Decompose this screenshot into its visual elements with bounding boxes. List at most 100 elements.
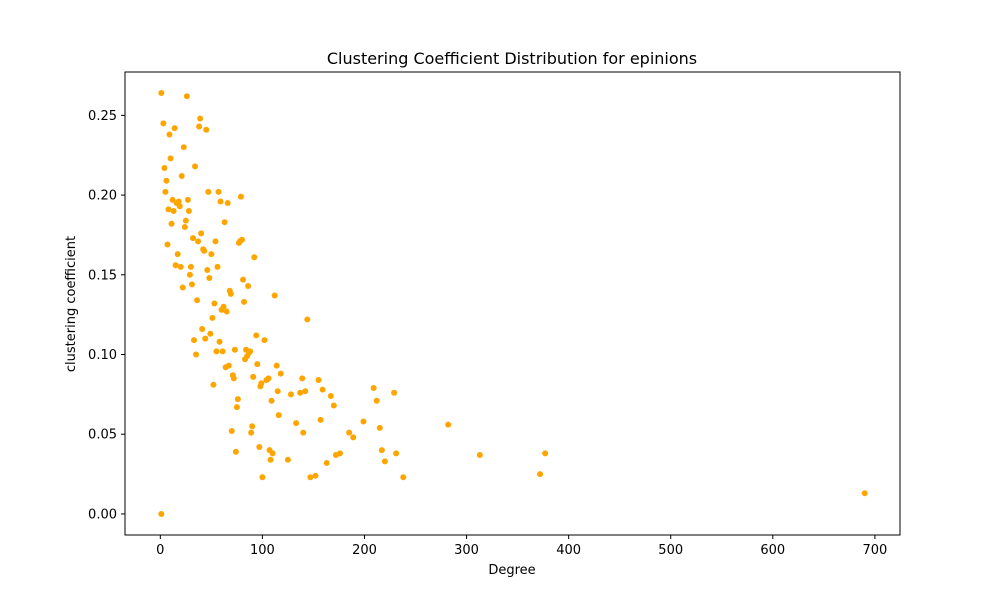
- data-point: [247, 348, 254, 355]
- data-point: [271, 292, 278, 299]
- data-point: [195, 238, 202, 245]
- data-point: [287, 391, 294, 398]
- data-point: [182, 217, 189, 224]
- data-point: [158, 510, 165, 517]
- data-point: [238, 236, 245, 243]
- data-point: [253, 332, 260, 339]
- data-point: [230, 375, 237, 382]
- y-tick-label: 0.10: [88, 348, 117, 363]
- data-point: [172, 262, 179, 269]
- data-point: [214, 263, 221, 270]
- plot-frame: [124, 71, 901, 536]
- y-tick-label: 0.05: [88, 428, 117, 443]
- data-point: [277, 370, 284, 377]
- x-axis: 0 100 200 300 400 500 600 700: [156, 535, 887, 558]
- data-point: [219, 348, 226, 355]
- data-point: [204, 267, 211, 274]
- y-axis: 0.00 0.05 0.10 0.15 0.20 0.25: [88, 109, 125, 522]
- data-point: [299, 375, 306, 382]
- data-point: [250, 373, 257, 380]
- y-tick-label: 0.25: [88, 109, 117, 124]
- data-point: [360, 418, 367, 425]
- data-point: [284, 456, 291, 463]
- x-tick-label: 600: [760, 543, 785, 558]
- data-point: [191, 337, 198, 344]
- data-point: [336, 450, 343, 457]
- data-point: [268, 397, 275, 404]
- data-point: [245, 282, 252, 289]
- data-point: [476, 451, 483, 458]
- data-point: [220, 303, 227, 310]
- data-point: [177, 263, 184, 270]
- data-point: [163, 177, 170, 184]
- data-point: [189, 235, 196, 242]
- data-point: [194, 297, 201, 304]
- data-point: [350, 434, 357, 441]
- data-point: [216, 338, 223, 345]
- data-point: [171, 125, 178, 132]
- data-point: [196, 123, 203, 130]
- data-point: [207, 330, 214, 337]
- data-point: [231, 346, 238, 353]
- data-point: [304, 316, 311, 323]
- data-point: [175, 198, 182, 205]
- y-tick-label: 0.15: [88, 268, 117, 283]
- data-point: [199, 326, 206, 333]
- data-point: [248, 429, 255, 436]
- data-point: [330, 402, 337, 409]
- data-point: [184, 196, 191, 203]
- data-point: [197, 115, 204, 122]
- data-point: [378, 447, 385, 454]
- data-point: [167, 155, 174, 162]
- data-point: [225, 362, 232, 369]
- data-point: [241, 298, 248, 305]
- data-point: [158, 90, 165, 97]
- data-point: [393, 450, 400, 457]
- x-tick-label: 100: [250, 543, 275, 558]
- data-point: [205, 188, 212, 195]
- data-point: [249, 423, 256, 430]
- data-point: [178, 172, 185, 179]
- data-point: [162, 188, 169, 195]
- data-point: [160, 120, 167, 127]
- y-tick-label: 0.00: [88, 507, 117, 522]
- data-point: [179, 284, 186, 291]
- data-point: [274, 388, 281, 395]
- data-point: [400, 474, 407, 481]
- data-point: [169, 196, 176, 203]
- data-point: [210, 381, 217, 388]
- data-point: [212, 238, 219, 245]
- data-point: [537, 471, 544, 478]
- data-point: [228, 428, 235, 435]
- data-point: [254, 361, 261, 368]
- data-point: [170, 208, 177, 215]
- data-point: [176, 203, 183, 210]
- data-point: [202, 335, 209, 342]
- data-point: [261, 337, 268, 344]
- data-point: [183, 93, 190, 100]
- data-point: [213, 348, 220, 355]
- data-point: [346, 429, 353, 436]
- data-point: [861, 490, 868, 497]
- data-point: [227, 290, 234, 297]
- data-point: [208, 251, 215, 258]
- data-point: [221, 219, 228, 226]
- data-point: [165, 206, 172, 213]
- data-point: [307, 474, 314, 481]
- data-point: [370, 385, 377, 391]
- data-point: [319, 386, 326, 393]
- data-point: [327, 392, 334, 399]
- data-point: [185, 208, 192, 215]
- data-point: [391, 389, 398, 396]
- data-point: [192, 163, 199, 170]
- data-point: [315, 377, 322, 384]
- data-point: [275, 412, 282, 419]
- data-point: [198, 230, 205, 237]
- y-tick-label: 0.20: [88, 189, 117, 204]
- chart-title: Clustering Coefficient Distribution for …: [327, 49, 697, 68]
- data-point: [161, 164, 168, 171]
- data-point: [258, 380, 265, 387]
- data-point: [445, 421, 452, 428]
- data-point: [302, 388, 309, 395]
